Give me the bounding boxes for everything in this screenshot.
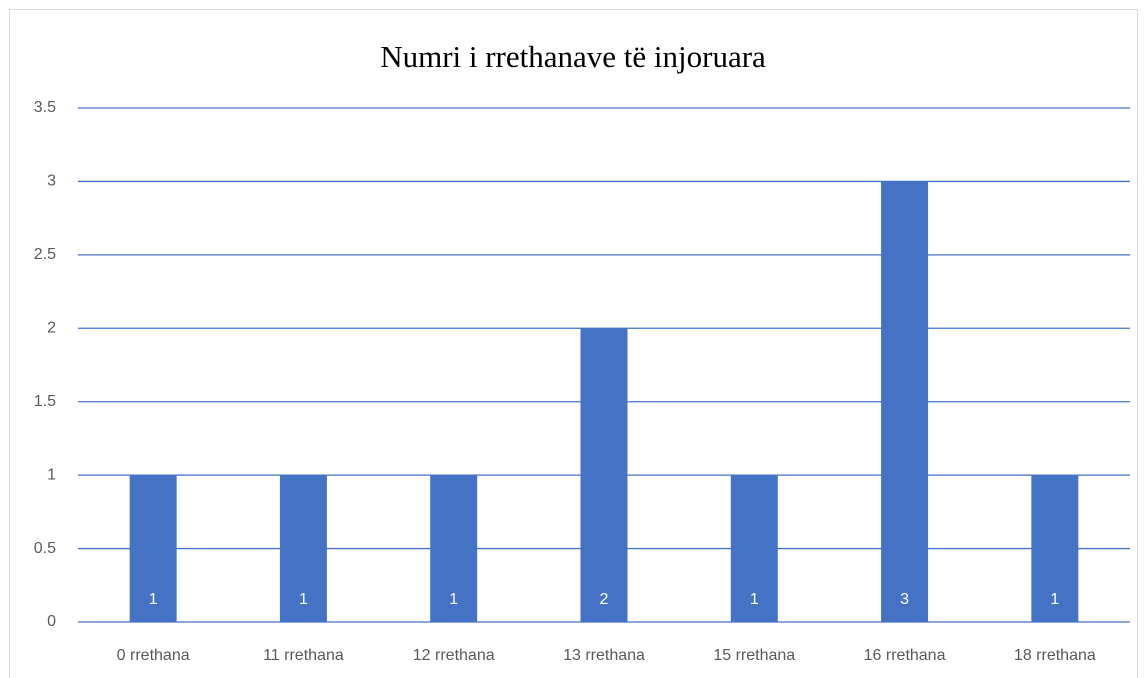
y-tick-label: 2.5 [34,246,56,263]
chart-title: Numri i rrethanave të injoruara [380,39,766,74]
y-tick-label: 2 [47,320,56,337]
data-label: 2 [600,591,609,608]
bar [430,475,478,622]
y-tick-label: 3 [47,173,56,190]
bar [129,475,177,622]
chart-border [9,9,1138,678]
y-tick-label: 1 [47,466,56,483]
x-tick-label: 11 rrethana [263,647,344,664]
data-label: 1 [299,591,308,608]
x-tick-label: 13 rrethana [563,647,645,664]
bar [730,475,778,622]
x-tick-label: 0 rrethana [117,647,190,664]
bar [881,181,929,622]
y-tick-label: 0 [47,613,56,630]
x-tick-label: 18 rrethana [1014,647,1096,664]
x-tick-label: 12 rrethana [413,647,495,664]
y-tick-label: 1.5 [34,393,56,410]
bar [279,475,327,622]
data-label: 1 [149,591,158,608]
data-label: 3 [900,591,909,608]
data-label: 1 [449,591,458,608]
y-tick-label: 3.5 [34,99,56,116]
x-tick-label: 16 rrethana [864,647,946,664]
bar [1031,475,1079,622]
data-label: 1 [1050,591,1059,608]
data-label: 1 [750,591,759,608]
bar [580,328,628,622]
y-tick-label: 0.5 [34,540,56,557]
x-tick-label: 15 rrethana [713,647,795,664]
